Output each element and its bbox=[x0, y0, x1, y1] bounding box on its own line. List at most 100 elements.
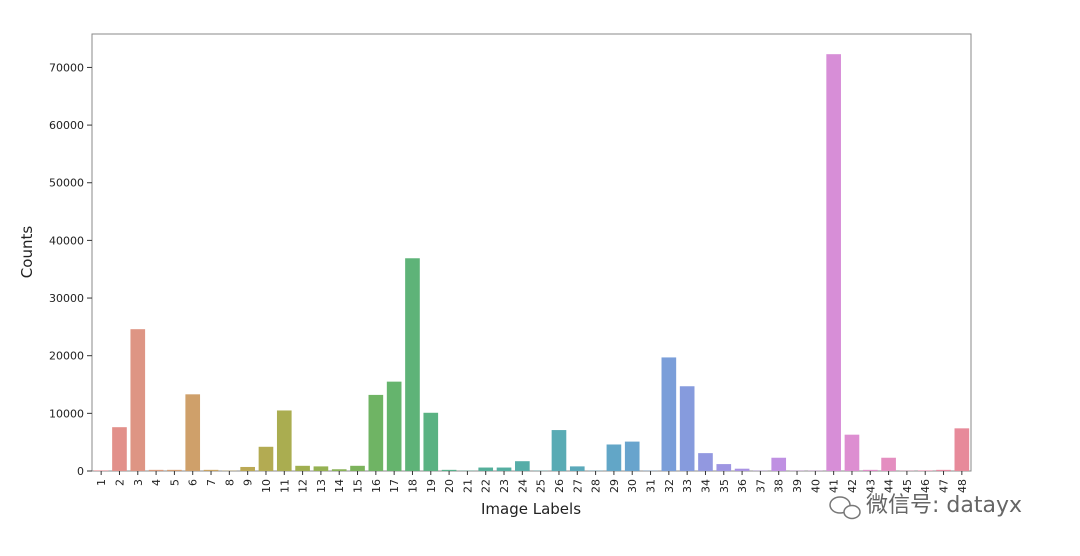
x-tick-label: 27 bbox=[571, 479, 584, 493]
x-tick-label: 2 bbox=[113, 479, 126, 486]
bar bbox=[826, 54, 841, 471]
y-tick-label: 60000 bbox=[49, 119, 84, 132]
x-tick-label: 40 bbox=[809, 479, 822, 493]
bar bbox=[716, 464, 732, 471]
x-tick-label: 46 bbox=[919, 479, 932, 493]
bar bbox=[386, 381, 402, 471]
x-tick-label: 21 bbox=[461, 479, 474, 493]
x-tick-label: 28 bbox=[590, 479, 603, 493]
bar bbox=[606, 444, 622, 471]
x-tick-label: 6 bbox=[187, 479, 200, 486]
bar bbox=[624, 441, 640, 471]
bar bbox=[331, 469, 347, 471]
bar bbox=[917, 470, 933, 471]
x-tick-label: 47 bbox=[938, 479, 951, 493]
x-tick-label: 15 bbox=[352, 479, 365, 493]
x-tick-label: 24 bbox=[516, 479, 529, 493]
x-tick-label: 25 bbox=[535, 479, 548, 493]
x-tick-label: 4 bbox=[150, 479, 163, 486]
bar bbox=[844, 434, 860, 471]
bar bbox=[240, 466, 255, 471]
bar bbox=[368, 394, 384, 471]
x-tick-label: 17 bbox=[388, 479, 401, 493]
bar bbox=[936, 469, 951, 471]
bar bbox=[167, 469, 182, 471]
bar bbox=[112, 427, 127, 471]
bar bbox=[148, 469, 164, 471]
x-tick-label: 35 bbox=[718, 479, 731, 493]
x-tick-label: 22 bbox=[480, 479, 493, 493]
bar bbox=[130, 329, 146, 471]
bar bbox=[496, 467, 512, 471]
x-tick-label: 8 bbox=[223, 479, 236, 486]
x-tick-label: 12 bbox=[297, 479, 310, 493]
bar bbox=[93, 470, 109, 471]
x-tick-label: 31 bbox=[645, 479, 658, 493]
y-tick-label: 40000 bbox=[49, 234, 84, 247]
y-tick-label: 30000 bbox=[49, 292, 84, 305]
bar bbox=[569, 466, 585, 471]
bar bbox=[350, 465, 365, 471]
x-tick-label: 20 bbox=[443, 479, 456, 493]
y-tick-label: 20000 bbox=[49, 350, 84, 363]
bar bbox=[881, 457, 896, 471]
x-tick-label: 41 bbox=[828, 479, 841, 493]
x-tick-label: 13 bbox=[315, 479, 328, 493]
x-tick-label: 14 bbox=[333, 479, 346, 493]
x-tick-label: 38 bbox=[773, 479, 786, 493]
bar bbox=[185, 394, 201, 471]
bar bbox=[862, 469, 878, 471]
x-tick-label: 30 bbox=[626, 479, 639, 493]
x-tick-label: 10 bbox=[260, 479, 273, 493]
watermark: 微信号: datayx bbox=[866, 493, 1022, 518]
y-tick-label: 70000 bbox=[49, 61, 84, 74]
x-tick-label: 33 bbox=[681, 479, 694, 493]
watermark-icon bbox=[829, 496, 861, 520]
y-axis-label: Counts bbox=[18, 226, 36, 279]
bar bbox=[954, 428, 970, 471]
bar bbox=[423, 412, 439, 471]
y-tick-label: 50000 bbox=[49, 177, 84, 190]
bar bbox=[258, 446, 274, 471]
x-tick-label: 3 bbox=[132, 479, 145, 486]
x-tick-label: 37 bbox=[754, 479, 767, 493]
bar bbox=[405, 258, 420, 471]
bar bbox=[441, 469, 457, 471]
x-axis-label: Image Labels bbox=[481, 500, 581, 518]
y-tick-label: 0 bbox=[77, 465, 84, 478]
x-tick-label: 36 bbox=[736, 479, 749, 493]
bar bbox=[734, 468, 750, 471]
x-tick-label: 39 bbox=[791, 479, 804, 493]
plot-frame bbox=[91, 33, 972, 472]
x-tick-label: 18 bbox=[406, 479, 419, 493]
bar bbox=[515, 461, 530, 471]
bar bbox=[771, 457, 787, 471]
x-tick-label: 48 bbox=[956, 479, 969, 493]
x-tick-label: 9 bbox=[242, 479, 255, 486]
x-tick-label: 5 bbox=[168, 479, 181, 486]
x-tick-label: 32 bbox=[663, 479, 676, 493]
x-tick-label: 26 bbox=[553, 479, 566, 493]
bar bbox=[679, 386, 695, 471]
bar bbox=[203, 469, 219, 471]
x-tick-label: 16 bbox=[370, 479, 383, 493]
bar bbox=[276, 410, 292, 471]
bar bbox=[313, 466, 329, 471]
x-tick-label: 42 bbox=[846, 479, 859, 493]
x-tick-label: 29 bbox=[608, 479, 621, 493]
x-tick-label: 44 bbox=[883, 479, 896, 493]
bar bbox=[478, 467, 494, 471]
bar bbox=[661, 357, 677, 471]
x-tick-label: 19 bbox=[425, 479, 438, 493]
x-tick-label: 1 bbox=[95, 479, 108, 486]
x-tick-label: 11 bbox=[278, 479, 291, 493]
x-tick-label: 34 bbox=[699, 479, 712, 493]
bar bbox=[698, 453, 713, 471]
x-tick-label: 23 bbox=[498, 479, 511, 493]
x-tick-label: 43 bbox=[864, 479, 877, 493]
bar bbox=[551, 430, 567, 471]
x-tick-label: 7 bbox=[205, 479, 218, 486]
y-tick-label: 10000 bbox=[49, 407, 84, 420]
bar bbox=[295, 465, 310, 471]
